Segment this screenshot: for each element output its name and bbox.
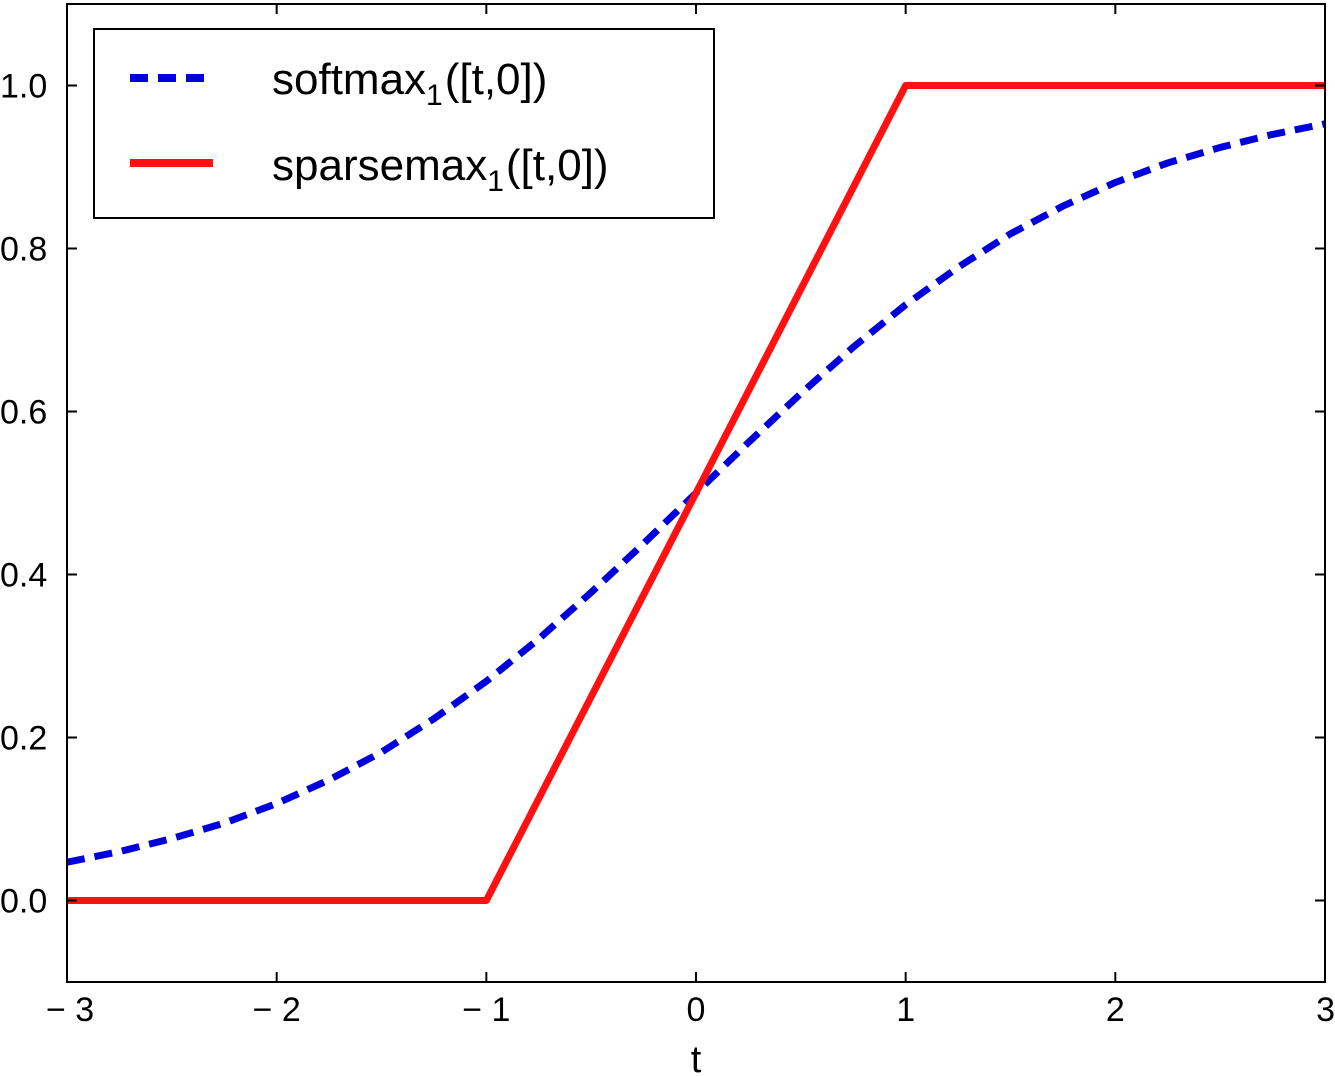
x-tick-label: − 3: [46, 991, 94, 1029]
x-tick-label: 0: [687, 991, 706, 1029]
y-tick-label: 0.6: [0, 394, 47, 432]
legend: softmax1([t,0]) sparsemax1([t,0]): [93, 28, 715, 219]
x-tick-label: 2: [1106, 991, 1125, 1029]
x-tick-label: − 2: [253, 991, 301, 1029]
y-tick-label: 0.0: [0, 883, 47, 921]
legend-label-softmax: softmax1([t,0]): [272, 55, 547, 112]
x-axis-label: t: [691, 1039, 702, 1076]
x-tick-label: 3: [1316, 991, 1335, 1029]
ticks-layer: − 3 − 2 − 1 0 1 2 3 0.0 0.2 0.4 0.6 0.8 1.0: [0, 4, 1335, 1029]
y-tick-label: 0.4: [0, 557, 47, 595]
y-tick-label: 0.8: [0, 231, 47, 269]
legend-box: [93, 28, 715, 219]
y-tick-label: 1.0: [0, 68, 47, 106]
x-tick-label: 1: [896, 991, 915, 1029]
series-layer: [67, 82, 1325, 904]
series-line-sparsemax: [67, 82, 1325, 904]
x-tick-label: − 1: [462, 991, 510, 1029]
legend-label-sparsemax: sparsemax1([t,0]): [272, 141, 609, 198]
y-tick-label: 0.2: [0, 720, 47, 758]
